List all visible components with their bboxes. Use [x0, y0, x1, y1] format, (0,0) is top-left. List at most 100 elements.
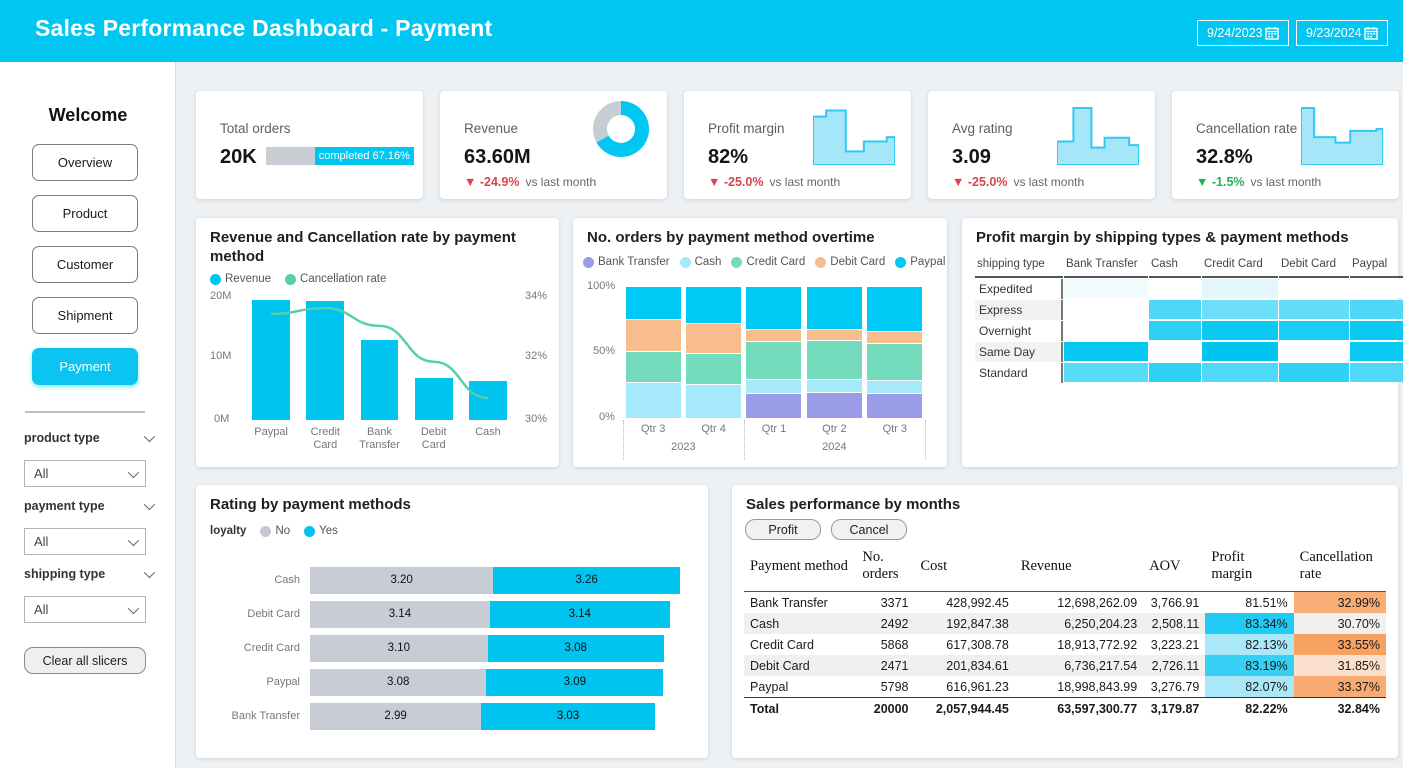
segment-cash: [686, 383, 742, 418]
rating-segment-yes: 3.03: [481, 702, 655, 730]
heatmap-cell-4-1[interactable]: [1149, 363, 1201, 382]
heatmap-row-label: Standard: [975, 363, 1063, 383]
profit-filter-button[interactable]: Profit: [745, 519, 821, 540]
heatmap-cell-1-1[interactable]: [1149, 300, 1201, 319]
heatmap-cell-4-4[interactable]: [1350, 363, 1403, 382]
stacked-column-0[interactable]: [625, 286, 681, 418]
chart-legend: Revenue Cancellation rate: [210, 273, 386, 285]
rating-bar[interactable]: 3.20 3.26: [310, 566, 680, 594]
stacked-column-4[interactable]: [867, 286, 923, 418]
rating-bar[interactable]: 3.10 3.08: [310, 634, 664, 662]
heatmap-cell-4-0[interactable]: [1064, 363, 1148, 382]
table-row-debit-card[interactable]: Debit Card 2471 201,834.61 6,736,217.54 2,72…: [744, 655, 1386, 676]
rating-segment-no: 2.99: [310, 702, 482, 730]
rating-row-bank-transfer: Bank Transfer 2.99 3.03: [214, 699, 680, 733]
heatmap-matrix[interactable]: shipping type Bank Transfer Cash Credit Car…: [975, 254, 1403, 383]
heatmap-cell-2-4[interactable]: [1350, 321, 1403, 340]
cell: Paypal: [750, 679, 789, 694]
slicer-dropdown-payment-type[interactable]: All: [24, 528, 146, 555]
heatmap-cell-2-0[interactable]: [1064, 321, 1148, 340]
heatmap-row-label: Overnight: [975, 321, 1063, 341]
table-row-cash[interactable]: Cash 2492 192,847.38 6,250,204.23 2,508.11 83…: [744, 613, 1386, 634]
axis-separator: [743, 420, 745, 460]
date-from-picker[interactable]: 9/24/2023: [1197, 20, 1289, 46]
nav-button-overview[interactable]: Overview: [32, 144, 138, 181]
heatmap-cell-3-3[interactable]: [1279, 342, 1349, 361]
chart-title: Rating by payment methods: [210, 496, 411, 513]
nav-button-customer[interactable]: Customer: [32, 246, 138, 283]
revenue-bar-3[interactable]: [414, 377, 453, 420]
revenue-bar-4[interactable]: [468, 380, 507, 420]
stacked-chart-plot[interactable]: [623, 286, 925, 418]
slicer-value: All: [34, 534, 49, 549]
total-cell: 82.22%: [1205, 697, 1294, 719]
cell: 616,961.23: [946, 679, 1009, 694]
heatmap-cell-1-3[interactable]: [1279, 300, 1349, 319]
heatmap-cell-2-2[interactable]: [1202, 321, 1278, 340]
heatmap-cell-0-1[interactable]: [1149, 279, 1201, 298]
slicer-dropdown-product-type[interactable]: All: [24, 460, 146, 487]
slicer-header-shipping-type[interactable]: shipping type: [24, 566, 156, 581]
nav-button-shipment[interactable]: Shipment: [32, 297, 138, 334]
rating-bar[interactable]: 3.14 3.14: [310, 600, 670, 628]
stacked-column-2[interactable]: [746, 286, 802, 418]
heatmap-cell-0-0[interactable]: [1064, 279, 1148, 298]
cell: 18,913,772.92: [1057, 637, 1138, 652]
segment-paypal: [867, 286, 923, 332]
cell: 192,847.38: [914, 613, 1015, 634]
axis-separator: [925, 420, 926, 460]
heatmap-cell-0-4[interactable]: [1350, 279, 1403, 298]
revenue-bar-0[interactable]: [252, 300, 291, 420]
kpi-card-cancellation-rate: Cancellation rate 32.8% ▼ -1.5% vs last m…: [1172, 91, 1399, 199]
chart-title: Profit margin by shipping types & paymen…: [976, 229, 1349, 246]
date-to-picker[interactable]: 9/23/2024: [1296, 20, 1388, 46]
revenue-bar-2[interactable]: [360, 340, 399, 420]
heatmap-cell-4-3[interactable]: [1279, 363, 1349, 382]
legend-label: Yes: [319, 525, 338, 537]
heatmap-cell-3-0[interactable]: [1064, 342, 1148, 361]
heatmap-cell-1-2[interactable]: [1202, 300, 1278, 319]
nav-button-payment[interactable]: Payment: [32, 348, 138, 385]
slicer-header-product-type[interactable]: product type: [24, 430, 156, 445]
sales-performance-table[interactable]: Payment method No. orders Cost Revenue AOV Pr…: [744, 545, 1386, 719]
heatmap-cell-3-2[interactable]: [1202, 342, 1278, 361]
calendar-icon: [1364, 26, 1378, 40]
legend-item-credit-card: Credit Card: [731, 256, 805, 268]
stacked-column-3[interactable]: [806, 286, 862, 418]
rating-bar[interactable]: 2.99 3.03: [310, 702, 655, 730]
combo-chart-plot[interactable]: [244, 294, 515, 420]
segment-credit-card: [686, 353, 742, 384]
heatmap-cell-0-2[interactable]: [1202, 279, 1278, 298]
clear-all-slicers-button[interactable]: Clear all slicers: [24, 647, 146, 674]
cell: 32.99%: [1293, 591, 1386, 613]
table-row-paypal[interactable]: Paypal 5798 616,961.23 18,998,843.99 3,276.7…: [744, 676, 1386, 698]
column-header-5: Profit margin: [1205, 545, 1294, 592]
slicer-dropdown-shipping-type[interactable]: All: [24, 596, 146, 623]
heatmap-cell-3-1[interactable]: [1149, 342, 1201, 361]
slicer-header-payment-type[interactable]: payment type: [24, 498, 156, 513]
kpi-label: Avg rating: [952, 121, 1013, 136]
kpi-card-profit-margin: Profit margin 82% ▼ -25.0% vs last month: [684, 91, 911, 199]
stacked-column-1[interactable]: [686, 286, 742, 418]
cancel-filter-button[interactable]: Cancel: [831, 519, 907, 540]
heatmap-cell-2-3[interactable]: [1279, 321, 1349, 340]
rating-bar[interactable]: 3.08 3.09: [310, 668, 664, 696]
heatmap-cell-2-1[interactable]: [1149, 321, 1201, 340]
heatmap-cell-4-2[interactable]: [1202, 363, 1278, 382]
rating-segment-no: 3.10: [310, 634, 488, 662]
revenue-bar-1[interactable]: [306, 300, 345, 420]
heatmap-cell-1-4[interactable]: [1350, 300, 1403, 319]
cell: 5798: [880, 679, 909, 694]
table-row-bank-transfer[interactable]: Bank Transfer 3371 428,992.45 12,698,262.09…: [744, 591, 1386, 613]
legend-title: loyalty: [210, 525, 247, 537]
sidebar-divider: [25, 411, 145, 413]
heatmap-cell-1-0[interactable]: [1064, 300, 1148, 319]
table-row-credit-card[interactable]: Credit Card 5868 617,308.78 18,913,772.92 3,…: [744, 634, 1386, 655]
rating-segment-yes: 3.26: [493, 566, 680, 594]
heatmap-cell-0-3[interactable]: [1279, 279, 1349, 298]
delta-note: vs last month: [525, 175, 597, 189]
rating-chart-plot[interactable]: Cash 3.20 3.26 Debit Card 3.14 3.14 Credit Car…: [214, 563, 680, 733]
chevron-down-icon: [143, 498, 156, 511]
heatmap-cell-3-4[interactable]: [1350, 342, 1403, 361]
nav-button-product[interactable]: Product: [32, 195, 138, 232]
